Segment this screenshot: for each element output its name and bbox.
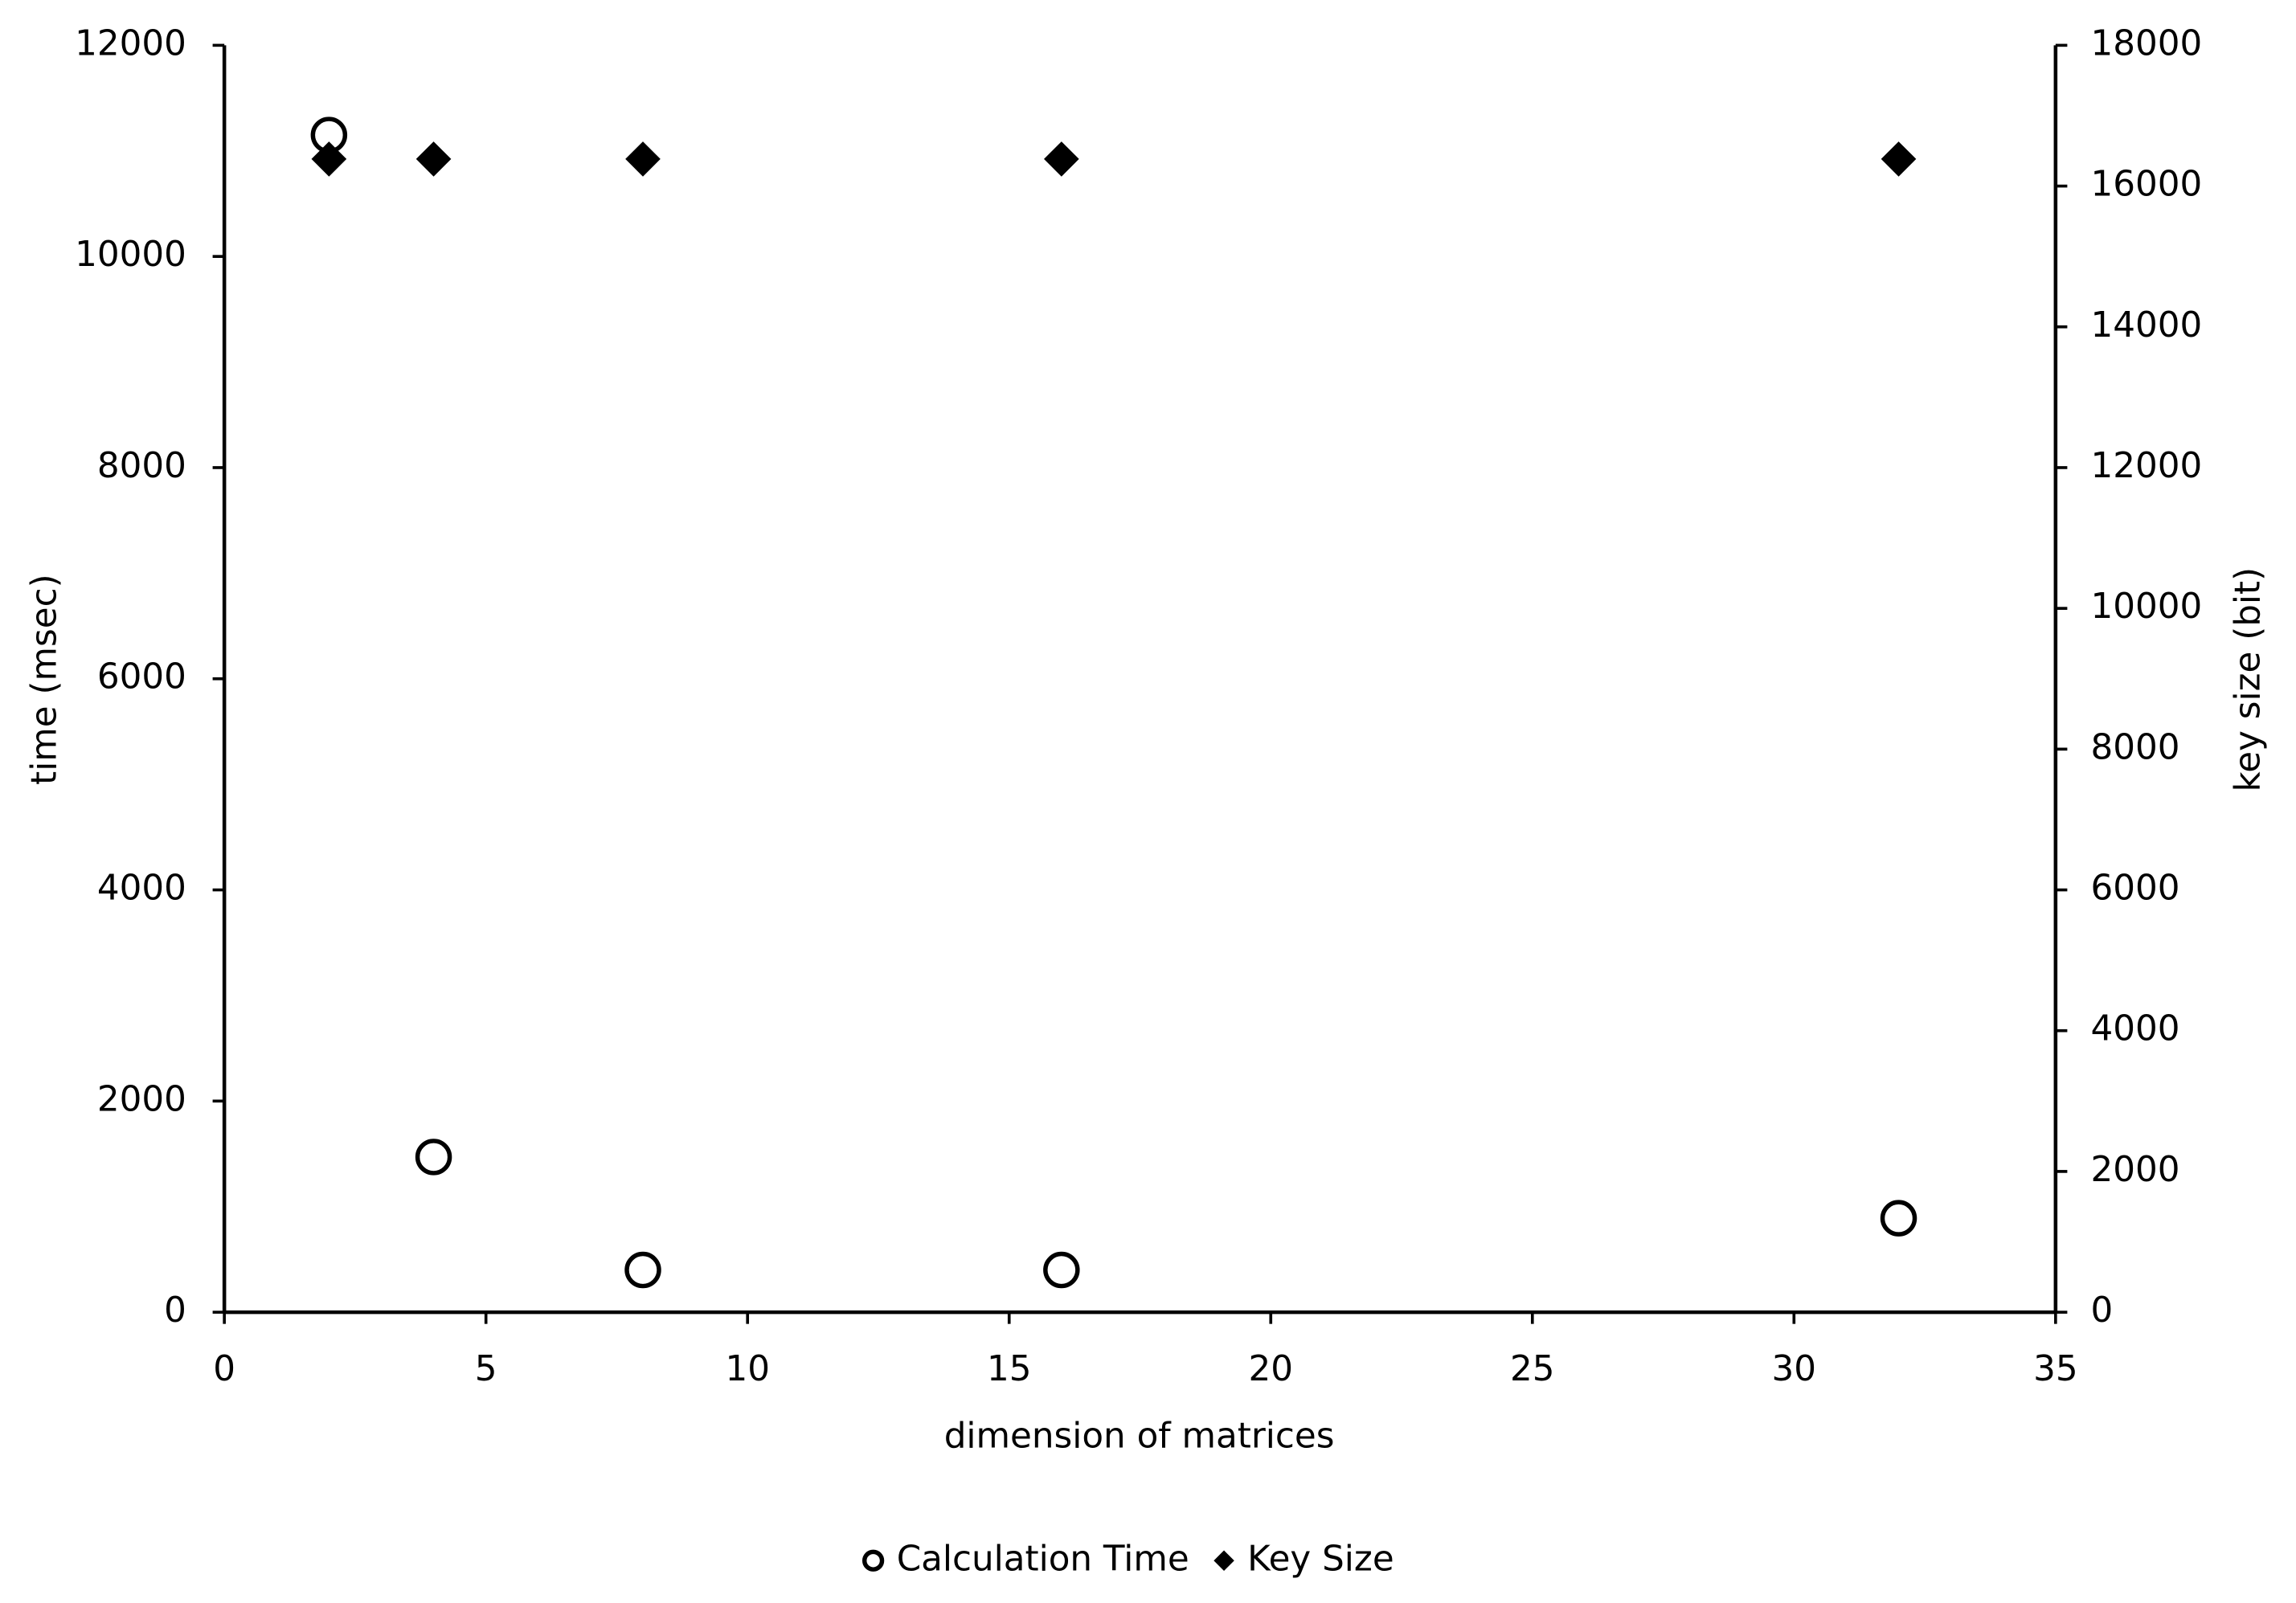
x-tick-label: 30 <box>1772 1348 1817 1389</box>
x-axis-label: dimension of matrices <box>944 1415 1335 1456</box>
x-tick-label: 0 <box>213 1348 235 1389</box>
y2-tick-label: 6000 <box>2090 868 2179 909</box>
y2-tick-label: 18000 <box>2090 22 2202 63</box>
legend-label: Key Size <box>1247 1538 1394 1579</box>
point <box>624 1251 661 1289</box>
point <box>625 141 661 177</box>
y2-tick-label: 0 <box>2090 1290 2113 1331</box>
y-tick-label: 8000 <box>97 445 186 486</box>
legend-marker <box>862 1549 885 1572</box>
y-tick-label: 4000 <box>97 868 186 909</box>
x-tick-label: 15 <box>987 1348 1032 1389</box>
legend-marker <box>1213 1550 1234 1571</box>
point <box>415 1139 452 1176</box>
y2-tick-label: 2000 <box>2090 1149 2179 1190</box>
x-tick-label: 25 <box>1510 1348 1555 1389</box>
y2-tick-label: 10000 <box>2090 586 2202 627</box>
y-tick-label: 0 <box>164 1290 186 1331</box>
point <box>1043 1251 1080 1289</box>
x-tick-label: 10 <box>725 1348 770 1389</box>
point <box>415 141 452 177</box>
legend-label: Calculation Time <box>897 1538 1189 1579</box>
y2-axis-label: key size (bit) <box>2228 567 2269 792</box>
point <box>1880 1200 1917 1237</box>
y2-tick-label: 4000 <box>2090 1008 2179 1049</box>
point <box>1881 141 1917 177</box>
x-tick-label: 20 <box>1249 1348 1294 1389</box>
x-tick-label: 5 <box>475 1348 497 1389</box>
point <box>1044 141 1079 177</box>
y2-tick-label: 14000 <box>2090 305 2202 346</box>
y-tick-label: 6000 <box>97 656 186 697</box>
y-tick-label: 12000 <box>75 22 186 63</box>
y-tick-label: 10000 <box>75 234 186 275</box>
y2-tick-label: 8000 <box>2090 726 2179 767</box>
y2-tick-label: 16000 <box>2090 164 2202 205</box>
y-tick-label: 2000 <box>97 1078 186 1119</box>
y-axis-label: time (msec) <box>23 574 64 785</box>
y2-tick-label: 12000 <box>2090 445 2202 486</box>
x-tick-label: 35 <box>2033 1348 2078 1389</box>
